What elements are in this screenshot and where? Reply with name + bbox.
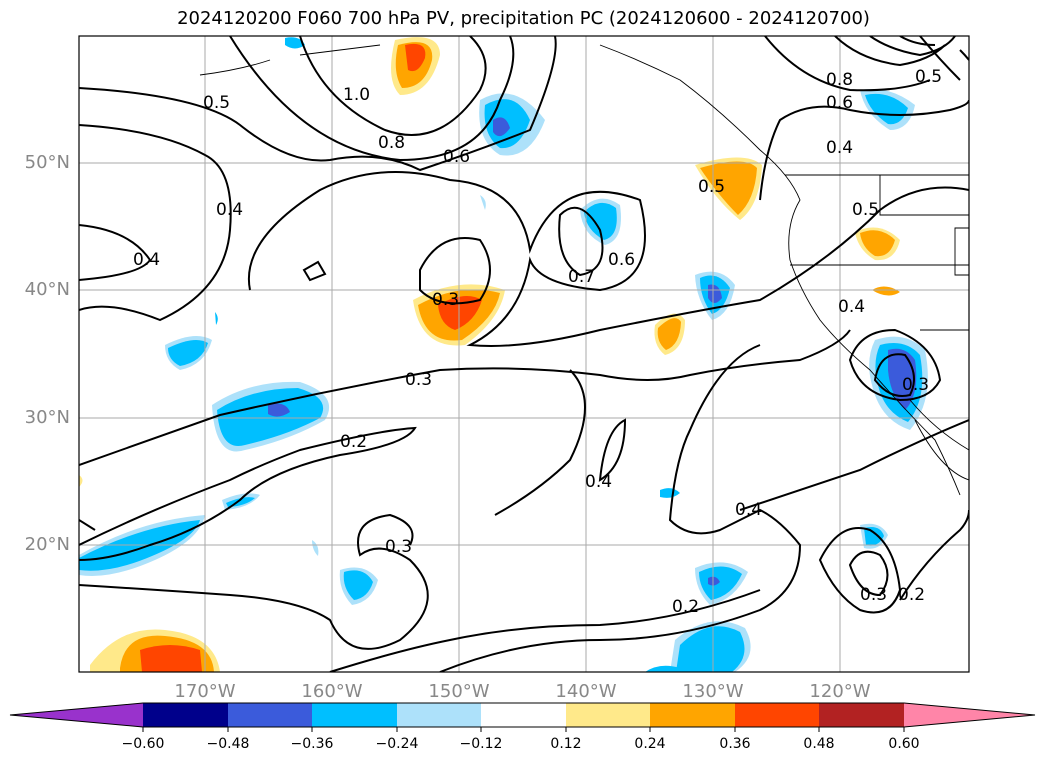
contour-label: 0.5 [915, 67, 942, 87]
lat-label: 40°N [24, 279, 70, 300]
colorbar-segment [228, 703, 312, 727]
contour-label: 0.5 [203, 93, 230, 113]
contour-label: 0.3 [432, 290, 459, 310]
colorbar-tick-label: −0.36 [290, 736, 334, 752]
lon-label: 170°W [174, 681, 236, 702]
contour-label: 0.5 [698, 177, 725, 197]
pv-contours [79, 36, 969, 672]
contour-label: 0.4 [826, 138, 853, 158]
contour-label: 0.4 [838, 297, 865, 317]
colorbar-segment [312, 703, 397, 727]
contour-label: 0.3 [385, 537, 412, 557]
contour-label: 0.8 [378, 133, 405, 153]
map-title: 2024120200 F060 700 hPa PV, precipitatio… [177, 8, 870, 29]
contour-label: 0.2 [340, 432, 367, 452]
lon-label: 130°W [682, 681, 744, 702]
coastlines [199, 44, 969, 496]
contour-label: 1.0 [343, 85, 370, 105]
lon-label: 140°W [555, 681, 617, 702]
contour-labels: 0.5 1.0 0.8 0.6 0.4 0.4 0.3 0.7 0.6 0.5 … [133, 67, 942, 617]
contour-label: 0.4 [216, 200, 243, 220]
lat-label: 20°N [24, 534, 70, 555]
colorbar-tick-label: −0.12 [459, 736, 503, 752]
colorbar-tick-label: 0.60 [888, 736, 920, 752]
colorbar-tick-label: −0.48 [206, 736, 250, 752]
contour-label: 0.6 [608, 250, 635, 270]
colorbar-segment [566, 703, 650, 727]
precip-negative-shading [79, 37, 928, 672]
colorbar-tick-label: 0.12 [550, 736, 582, 752]
colorbar-tick-label: −0.24 [375, 736, 419, 752]
colorbar-extend-max [904, 703, 1035, 727]
contour-label: 0.7 [568, 267, 595, 287]
colorbar-extend-min [10, 703, 143, 727]
lat-label: 50°N [24, 152, 70, 173]
colorbar [9, 702, 1036, 732]
contour-label: 0.5 [852, 200, 879, 220]
contour-label: 0.3 [405, 370, 432, 390]
contour-label: 0.4 [735, 500, 762, 520]
colorbar-tick-label: −0.60 [121, 736, 165, 752]
contour-label: 0.3 [902, 375, 929, 395]
lon-label: 160°W [301, 681, 363, 702]
colorbar-tick-label: 0.24 [634, 736, 666, 752]
colorbar-tick-label: 0.36 [719, 736, 751, 752]
colorbar-segment [650, 703, 735, 727]
colorbar-tick-label: 0.48 [803, 736, 835, 752]
colorbar-segment [819, 703, 904, 727]
contour-label: 0.3 [860, 585, 887, 605]
contour-label: 0.2 [672, 597, 699, 617]
contour-label: 0.6 [826, 93, 853, 113]
contour-label: 0.4 [133, 250, 160, 270]
contour-label: 0.8 [826, 70, 853, 90]
colorbar-segment [735, 703, 819, 727]
colorbar-segment [143, 703, 228, 727]
lon-label: 150°W [428, 681, 490, 702]
graticule [79, 36, 969, 672]
colorbar-segment [481, 703, 566, 727]
lon-label: 120°W [809, 681, 871, 702]
contour-label: 0.4 [585, 472, 612, 492]
lat-label: 30°N [24, 407, 70, 428]
contour-label: 0.6 [443, 147, 470, 167]
contour-label: 0.2 [898, 585, 925, 605]
map-frame [78, 35, 970, 673]
colorbar-segment [397, 703, 481, 727]
